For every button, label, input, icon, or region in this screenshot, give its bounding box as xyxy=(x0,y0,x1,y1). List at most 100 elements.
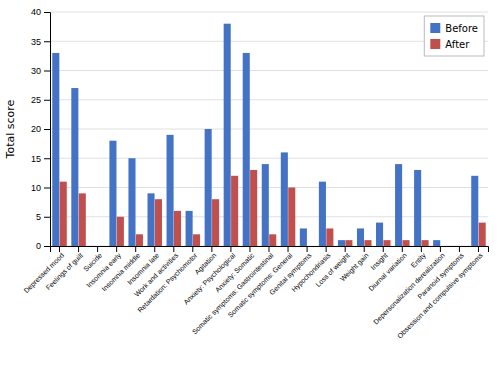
x-tick: Weight gain xyxy=(339,246,371,283)
bar xyxy=(155,199,162,246)
grid-line xyxy=(50,12,488,13)
y-tick: 40 xyxy=(31,7,50,17)
y-tick-label: 35 xyxy=(31,37,41,47)
bar xyxy=(338,240,345,246)
x-axis-line xyxy=(51,247,489,253)
bar xyxy=(60,182,67,246)
bar xyxy=(376,223,383,246)
grid-line xyxy=(50,99,488,100)
bar xyxy=(422,240,429,246)
bar xyxy=(364,240,371,246)
y-axis-line xyxy=(44,13,51,247)
bar xyxy=(136,234,143,246)
bar xyxy=(224,24,231,246)
legend-label: Before xyxy=(445,23,478,34)
y-tick-mark xyxy=(44,100,50,101)
y-axis: 0 5 10 15 20 25 30 35 40 xyxy=(31,7,51,251)
x-axis: Depressed moodFeelings of guiltSuicideIn… xyxy=(22,246,488,340)
bar-series xyxy=(52,24,478,246)
legend-swatch xyxy=(430,23,440,33)
grid-line xyxy=(50,70,488,71)
y-tick-label: 15 xyxy=(31,154,41,164)
y-tick-mark xyxy=(44,188,50,189)
x-tick-label: Weight gain xyxy=(339,252,371,284)
bar xyxy=(167,135,174,246)
bar xyxy=(300,228,307,246)
grid-line xyxy=(50,129,488,130)
x-tick-label: Retardation: Psychomotor xyxy=(136,251,199,314)
bar xyxy=(79,193,86,246)
bar xyxy=(205,129,212,246)
x-tick: Diurnal variation xyxy=(367,246,408,292)
bar xyxy=(345,240,352,246)
y-tick-label: 40 xyxy=(31,7,41,17)
y-tick: 30 xyxy=(31,66,50,76)
x-tick-label: Depersonalization derealization xyxy=(372,252,447,327)
bar xyxy=(243,53,250,246)
y-tick: 35 xyxy=(31,37,50,47)
x-tick-label: Somatic symptoms: Gastrointestinal xyxy=(191,251,276,336)
y-tick: 15 xyxy=(31,154,50,164)
y-tick: 20 xyxy=(31,124,50,134)
grid-line xyxy=(50,41,488,42)
y-tick-mark xyxy=(44,158,50,159)
legend-frame xyxy=(424,16,484,56)
bar xyxy=(326,228,333,246)
bar xyxy=(147,193,154,246)
bars xyxy=(52,24,485,246)
bar xyxy=(262,164,269,246)
bar xyxy=(414,170,421,246)
bar xyxy=(452,246,459,247)
y-tick-label: 25 xyxy=(31,95,41,105)
y-tick-label: 30 xyxy=(31,66,41,76)
x-tick: Retardation: Psychomotor xyxy=(136,246,199,314)
y-tick: 5 xyxy=(36,212,50,222)
x-tick-label: Feelings of guilt xyxy=(45,252,85,292)
bar xyxy=(231,176,238,246)
x-tick: Loss of weight xyxy=(314,246,351,289)
bar xyxy=(281,152,288,246)
bar xyxy=(90,246,97,247)
bar xyxy=(460,246,467,247)
legend-label: After xyxy=(445,39,470,50)
bar xyxy=(186,211,193,246)
y-tick-mark xyxy=(44,217,50,218)
bar xyxy=(250,170,257,246)
x-tick-label: Insomnia late xyxy=(126,252,160,286)
y-tick-label: 0 xyxy=(36,241,41,251)
bar xyxy=(395,164,402,246)
x-tick: Somatic symptoms: Gastrointestinal xyxy=(191,246,276,336)
x-tick: Insomnia middle xyxy=(100,246,141,293)
x-tick: Feelings of guilt xyxy=(45,246,85,292)
bar xyxy=(307,246,314,247)
legend-item: After xyxy=(430,39,470,50)
y-axis-title: Total score xyxy=(4,99,17,159)
bar xyxy=(128,158,135,246)
bar xyxy=(402,240,409,246)
y-tick: 10 xyxy=(31,183,50,193)
x-tick-label: Diurnal variation xyxy=(367,252,408,293)
grid xyxy=(50,12,488,246)
bar xyxy=(319,182,326,246)
bar-series xyxy=(60,170,486,246)
bar xyxy=(52,53,59,246)
bar xyxy=(174,211,181,246)
x-tick-label: Somatic symptoms: General xyxy=(227,251,295,319)
legend-swatch xyxy=(430,39,440,49)
bar xyxy=(269,234,276,246)
y-tick-mark xyxy=(44,71,50,72)
bar xyxy=(109,141,116,246)
bar xyxy=(193,234,200,246)
legend: Before After xyxy=(424,16,484,56)
chart: 0 5 10 15 20 25 30 35 40 Depressed moodFeelings o… xyxy=(0,0,500,376)
bar xyxy=(357,228,364,246)
legend-item: Before xyxy=(430,23,478,34)
bar xyxy=(288,188,295,247)
x-tick: Depersonalization derealization xyxy=(372,246,447,326)
bar xyxy=(479,223,486,246)
bar xyxy=(71,88,78,246)
y-tick-mark xyxy=(44,41,50,42)
x-tick-label: Obsession and compulsive symptoms xyxy=(396,251,485,340)
bar xyxy=(383,240,390,246)
bar xyxy=(98,246,105,247)
